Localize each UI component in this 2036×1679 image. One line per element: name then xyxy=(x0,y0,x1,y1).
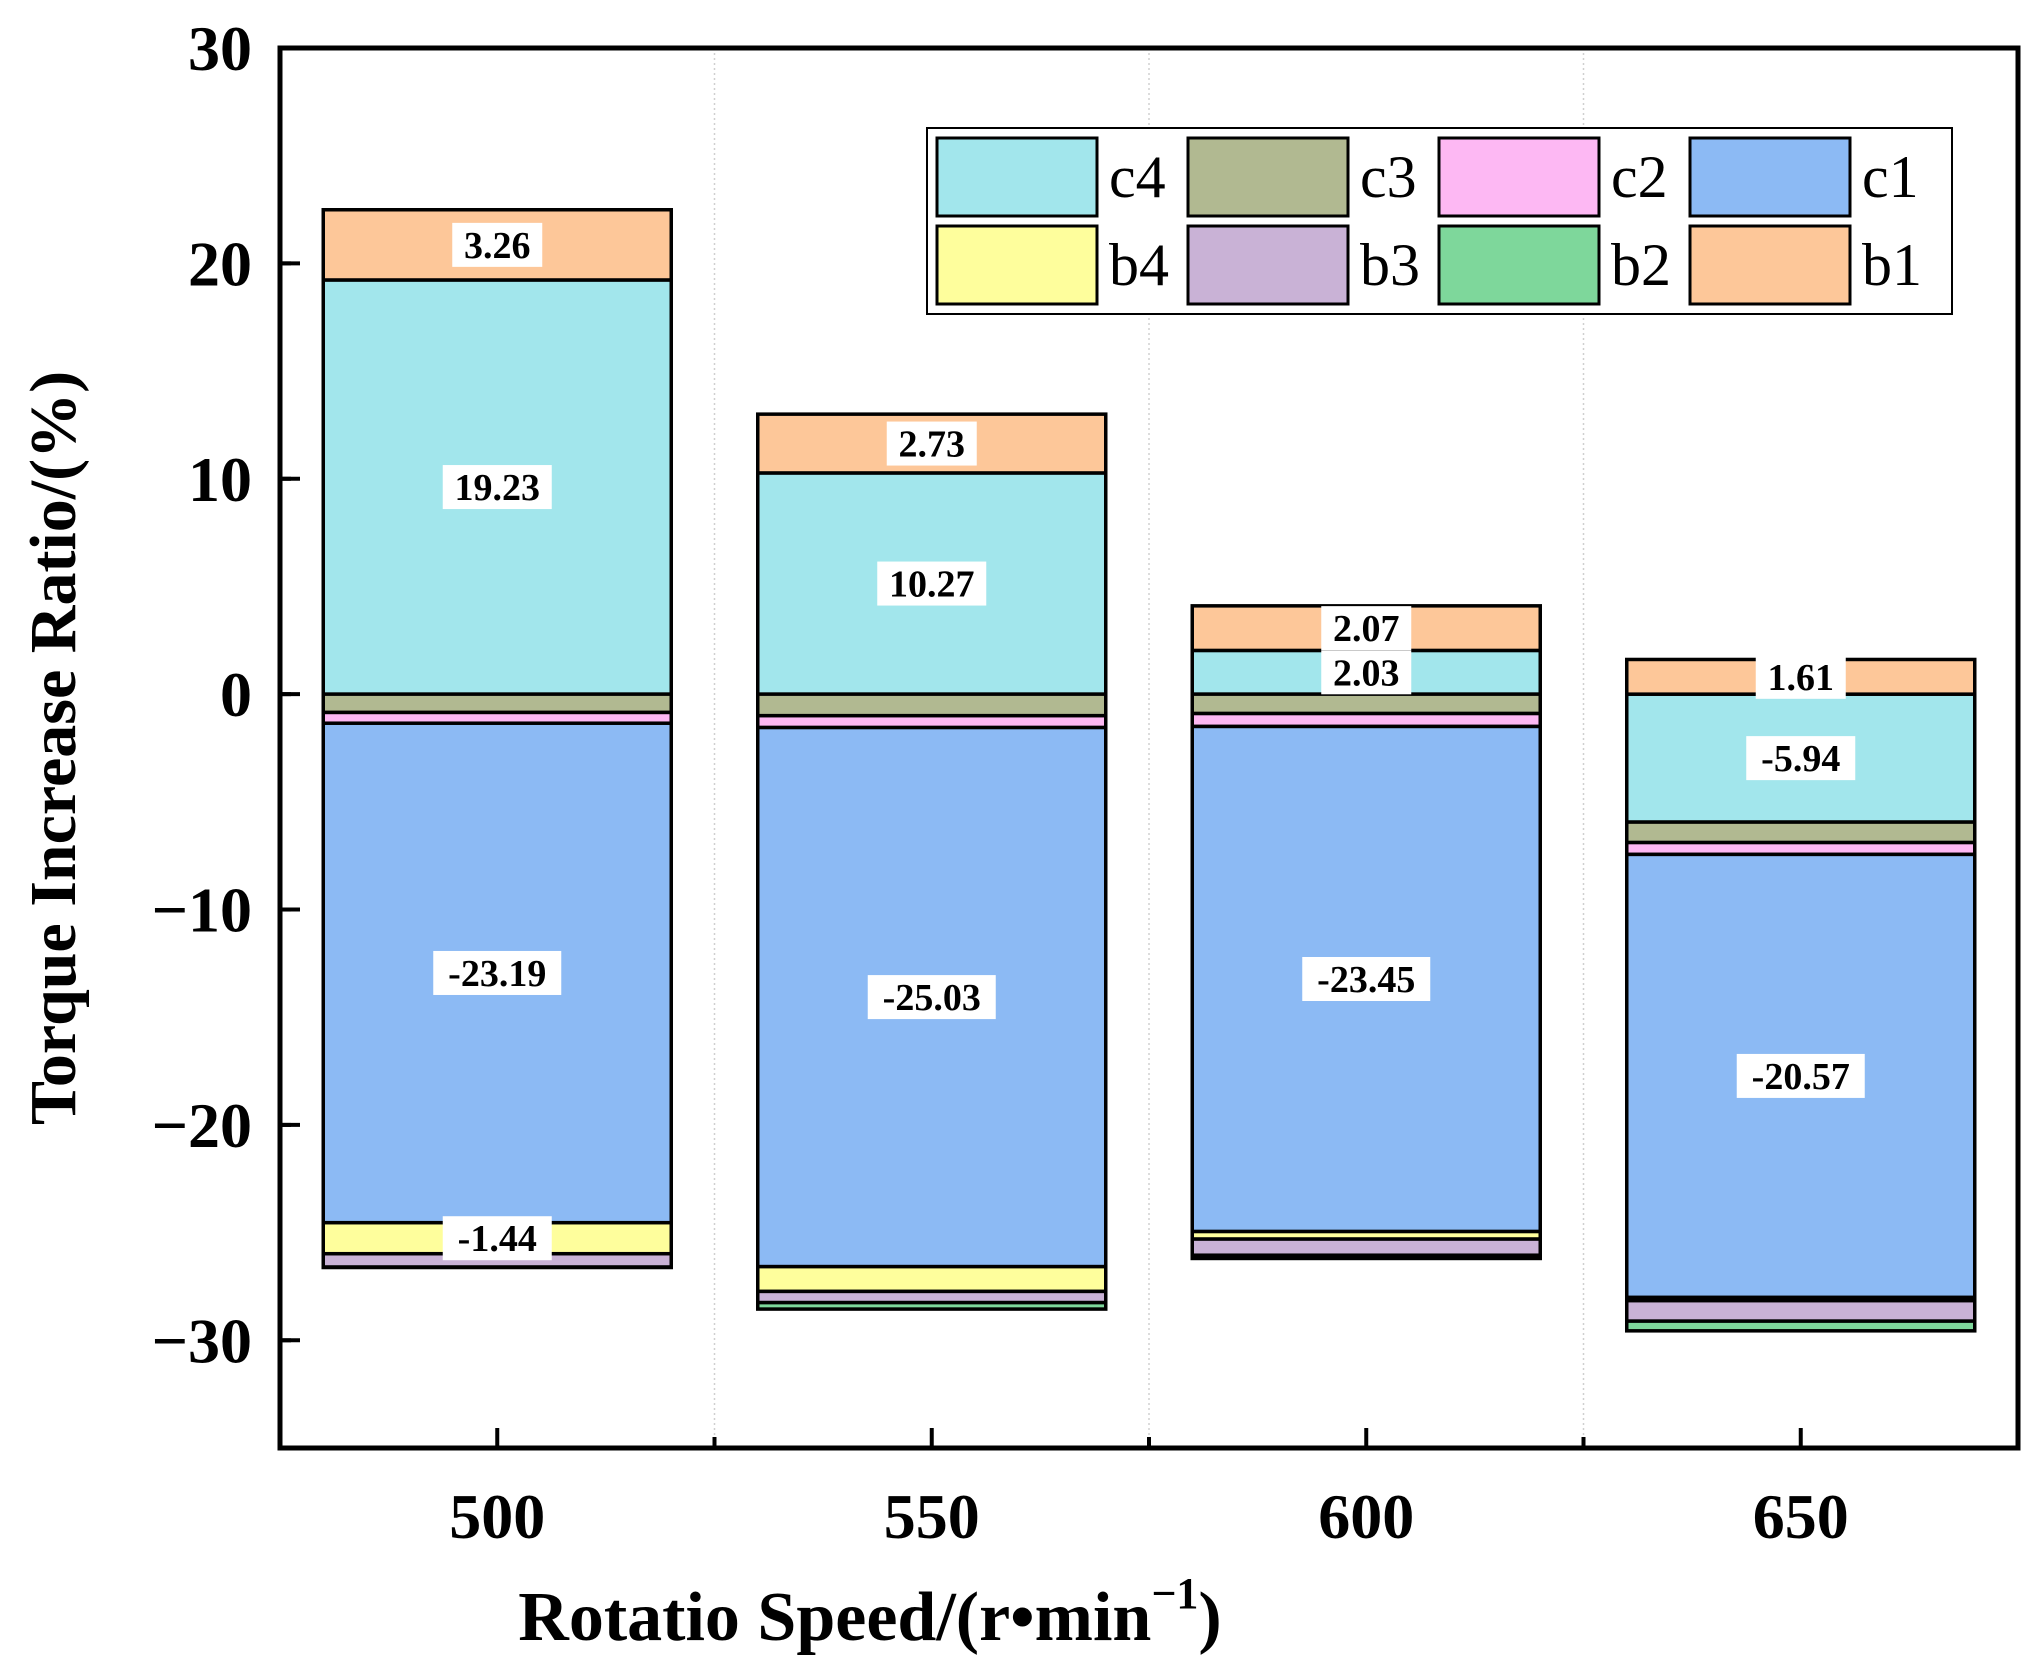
legend-swatch xyxy=(935,224,1099,306)
data-label-text: -23.19 xyxy=(448,953,546,995)
bar-segment-c2-600 xyxy=(1190,711,1542,729)
data-label-text: -23.45 xyxy=(1317,959,1415,1001)
data-label-background xyxy=(442,465,552,510)
data-label-background xyxy=(1302,957,1431,1001)
data-label-b1-600: 2.07 xyxy=(1321,606,1412,651)
legend-label: c1 xyxy=(1862,144,1919,210)
data-label-background xyxy=(1736,1053,1865,1098)
data-label-c4-550: 10.27 xyxy=(877,561,987,606)
bar-segment-c2-650 xyxy=(1625,840,1977,857)
data-label-background xyxy=(452,222,543,267)
legend-entry-b3: b3 xyxy=(1186,224,1420,306)
data-label-background xyxy=(1746,736,1856,781)
y-tick-label: 0 xyxy=(220,659,252,730)
legend-entry-b2: b2 xyxy=(1437,224,1671,306)
legend-label: b1 xyxy=(1862,232,1922,298)
bar-segment-c3-650 xyxy=(1625,820,1977,845)
data-label-text: 10.27 xyxy=(889,564,975,606)
data-label-background xyxy=(433,950,562,995)
data-label-text: 19.23 xyxy=(455,467,541,509)
y-tick-label: 30 xyxy=(188,13,252,84)
y-tick-label: 20 xyxy=(188,228,252,299)
axes: −30 −20 −10 0 10 20 30 500 550 600 650 xyxy=(152,13,1849,1552)
y-tick-label: −10 xyxy=(152,875,252,946)
x-tick-label: 650 xyxy=(1753,1481,1849,1552)
data-label-c1-600: -23.45 xyxy=(1302,957,1431,1001)
data-label-background xyxy=(867,975,996,1020)
bar-segment-b2-650 xyxy=(1625,1319,1977,1333)
data-label-b1-500: 3.26 xyxy=(452,222,543,267)
data-label-b1-650: 1.61 xyxy=(1755,654,1846,699)
data-label-background xyxy=(1755,654,1846,699)
data-label-background xyxy=(1321,606,1412,651)
data-label-background xyxy=(442,1216,552,1261)
legend-entry-c4: c4 xyxy=(935,136,1166,218)
data-label-text: 1.61 xyxy=(1768,657,1835,699)
legend-label: b2 xyxy=(1611,232,1671,298)
y-tick-label: 10 xyxy=(188,444,252,515)
legend-swatch xyxy=(935,136,1099,218)
x-tick-label: 550 xyxy=(884,1481,980,1552)
data-label-background xyxy=(886,421,977,466)
legend-entry-b4: b4 xyxy=(935,224,1169,306)
data-label-c4-650: -5.94 xyxy=(1746,736,1856,781)
data-label-c1-500: -23.19 xyxy=(433,950,562,995)
data-label-text: -20.57 xyxy=(1752,1056,1850,1098)
data-label-background xyxy=(877,561,987,606)
data-label-text: -5.94 xyxy=(1761,738,1840,780)
bar-segment-b2-550 xyxy=(756,1300,1108,1311)
legend-entry-b1: b1 xyxy=(1688,224,1922,306)
data-label-text: 2.07 xyxy=(1333,608,1400,650)
data-label-text: 2.03 xyxy=(1333,652,1400,694)
legend-label: c4 xyxy=(1109,144,1166,210)
bar-segment-b2-600 xyxy=(1190,1253,1542,1261)
bar-segment-c3-550 xyxy=(756,692,1108,718)
x-tick-label: 600 xyxy=(1318,1481,1414,1552)
bar-segment-b3-650 xyxy=(1625,1298,1977,1323)
legend-entry-c3: c3 xyxy=(1186,136,1417,218)
bar-segment-b3-600 xyxy=(1190,1237,1542,1257)
data-label-background xyxy=(1321,650,1412,695)
legend: c4 c3 c2 c1 b4 b3 b2 b1 xyxy=(926,127,1953,315)
x-axis-title: Rotatio Speed/(r•min−1) xyxy=(518,1569,1221,1656)
legend-swatch xyxy=(1186,136,1350,218)
y-tick-label: −20 xyxy=(152,1090,252,1161)
data-label-c4-500: 19.23 xyxy=(442,465,552,510)
data-label-c1-650: -20.57 xyxy=(1736,1053,1865,1098)
data-label-text: 3.26 xyxy=(464,225,531,267)
legend-swatch xyxy=(1688,136,1852,218)
x-tick-label: 500 xyxy=(449,1481,545,1552)
data-labels: 19.23 3.26 -1.44 -23.19 10.27 2.73 -25.03 2.032… xyxy=(433,222,1865,1261)
y-axis-title: Torque Increase Ratio/(%) xyxy=(17,371,90,1125)
x-axis-title-close: ) xyxy=(1198,1579,1221,1656)
legend-label: c2 xyxy=(1611,144,1668,210)
data-label-b4-500: -1.44 xyxy=(442,1216,552,1261)
legend-label: b3 xyxy=(1360,232,1420,298)
x-axis-title-superscript: −1 xyxy=(1151,1569,1198,1618)
legend-label: b4 xyxy=(1109,232,1169,298)
bar-segment-c2-550 xyxy=(756,713,1108,730)
legend-entry-c1: c1 xyxy=(1688,136,1919,218)
bar-segment-c3-500 xyxy=(321,692,673,715)
x-axis-title-main: Rotatio Speed/(r•min xyxy=(518,1579,1151,1656)
data-label-b1-550: 2.73 xyxy=(886,421,977,466)
data-label-text: -1.44 xyxy=(458,1218,537,1260)
bar-segment-b4-550 xyxy=(756,1264,1108,1294)
category-separator-grid xyxy=(713,48,1585,1448)
data-label-c4-600: 2.03 xyxy=(1321,650,1412,695)
bar-stacks xyxy=(321,208,1977,1333)
legend-swatch xyxy=(1186,224,1350,306)
data-label-text: -25.03 xyxy=(883,977,981,1019)
bar-segment-c3-600 xyxy=(1190,692,1542,716)
legend-swatch xyxy=(1688,224,1852,306)
legend-label: c3 xyxy=(1360,144,1417,210)
data-label-c1-550: -25.03 xyxy=(867,975,996,1020)
legend-entry-c2: c2 xyxy=(1437,136,1668,218)
legend-swatch xyxy=(1437,136,1601,218)
y-tick-label: −30 xyxy=(152,1305,252,1376)
legend-swatch xyxy=(1437,224,1601,306)
data-label-text: 2.73 xyxy=(899,424,966,466)
